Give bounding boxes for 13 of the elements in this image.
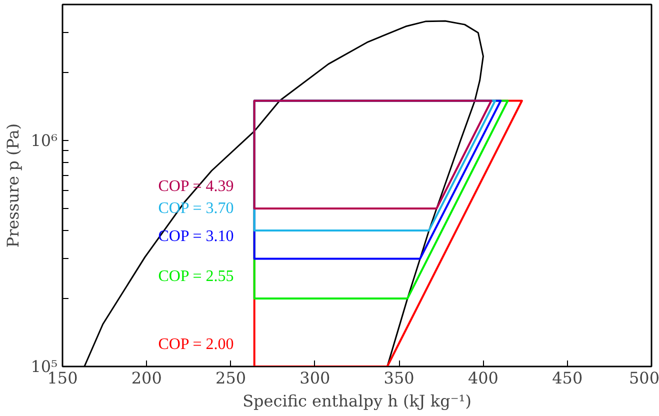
y-tick-label: 10⁶ — [30, 131, 58, 150]
x-tick-label: 500 — [628, 368, 659, 388]
series-label: COP = 2.00 — [158, 336, 234, 353]
x-tick-label: 400 — [468, 368, 498, 388]
x-tick-label: 200 — [131, 368, 162, 388]
x-tick-label: 300 — [300, 368, 330, 388]
y-axis-title: Pressure p (Pa) — [4, 123, 23, 248]
series-label: COP = 2.55 — [158, 268, 234, 285]
x-tick-label: 250 — [216, 368, 246, 388]
x-axis-title: Specific enthalpy h (kJ kg⁻¹) — [242, 392, 472, 410]
x-tick-label: 450 — [552, 368, 583, 388]
series-label: COP = 3.10 — [158, 228, 234, 246]
x-tick-label: 350 — [384, 368, 414, 388]
